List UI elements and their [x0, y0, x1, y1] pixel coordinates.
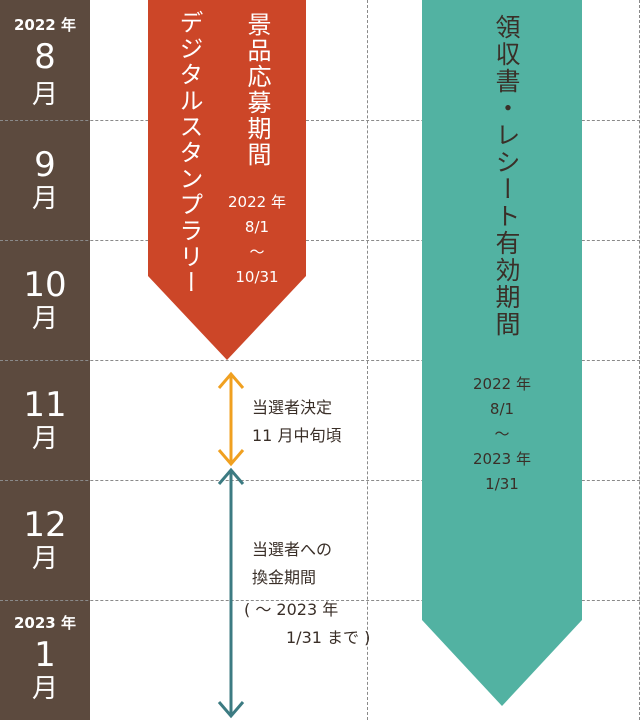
receipt-title: 領収書・レシート有効期間 [492, 14, 521, 338]
month-cell-sep: 9 月 [0, 120, 90, 240]
receipt-date-sep: ～ [494, 425, 510, 443]
rally-dates: 2022 年 8/1 ～ 10/31 [212, 190, 302, 290]
rally-period-label: 景品応募期間 [243, 12, 271, 168]
grid-line [0, 360, 640, 361]
receipt-date-end-year: 2023 年 [473, 450, 531, 468]
month-number: 12 [23, 505, 67, 545]
month-unit: 月 [31, 304, 58, 334]
month-cell-dec: 12 月 [0, 480, 90, 600]
rally-period-banner [148, 0, 306, 360]
month-number: 10 [23, 265, 67, 305]
winner-decision-line2: 11 月中旬頃 [252, 426, 342, 445]
rally-title: デジタルスタンプラリー [175, 10, 203, 296]
winner-decision-line1: 当選者決定 [252, 398, 333, 417]
rally-date-year: 2022 年 [228, 193, 286, 211]
grid-line [0, 120, 640, 121]
grid-line [0, 480, 640, 481]
grid-line [0, 600, 640, 601]
month-unit: 月 [31, 184, 58, 214]
grid-line [0, 240, 640, 241]
receipt-date-end: 1/31 [485, 475, 519, 493]
exchange-line2: 換金期間 [252, 568, 317, 587]
month-cell-oct: 10 月 [0, 240, 90, 360]
month-cell-aug: 2022 年 8 月 [0, 0, 90, 120]
month-unit: 月 [31, 424, 58, 454]
receipt-date-year: 2022 年 [473, 375, 531, 393]
winner-decision-note: 当選者決定 11 月中旬頃 [252, 394, 341, 450]
receipt-dates: 2022 年 8/1 ～ 2023 年 1/31 [457, 372, 547, 497]
month-unit: 月 [31, 544, 58, 574]
year-label: 2023 年 [14, 614, 76, 632]
month-cell-nov: 11 月 [0, 360, 90, 480]
exchange-line4: 1/31 まで ) [286, 628, 371, 647]
receipt-period-banner [422, 0, 582, 706]
month-unit: 月 [31, 80, 58, 110]
month-number: 11 [23, 385, 67, 425]
year-label: 2022 年 [14, 16, 76, 34]
month-number: 8 [34, 37, 56, 77]
rally-date-sep: ～ [249, 243, 265, 261]
rally-date-start: 8/1 [244, 218, 270, 236]
exchange-period-note: 当選者への 換金期間 [252, 536, 332, 592]
month-cell-jan: 2023 年 1 月 [0, 600, 90, 720]
winner-decision-arrow [217, 371, 245, 467]
month-unit: 月 [31, 674, 58, 704]
exchange-line3: ( ～ 2023 年 [244, 600, 339, 619]
exchange-deadline-note: ( ～ 2023 年 1/31 まで ) [244, 596, 370, 652]
exchange-line1: 当選者への [252, 540, 333, 559]
receipt-date-start: 8/1 [489, 400, 515, 418]
month-number: 1 [34, 635, 56, 675]
month-number: 9 [34, 145, 56, 185]
grid-line [367, 0, 368, 720]
rally-date-end: 10/31 [235, 268, 279, 286]
exchange-period-arrow [217, 467, 245, 719]
